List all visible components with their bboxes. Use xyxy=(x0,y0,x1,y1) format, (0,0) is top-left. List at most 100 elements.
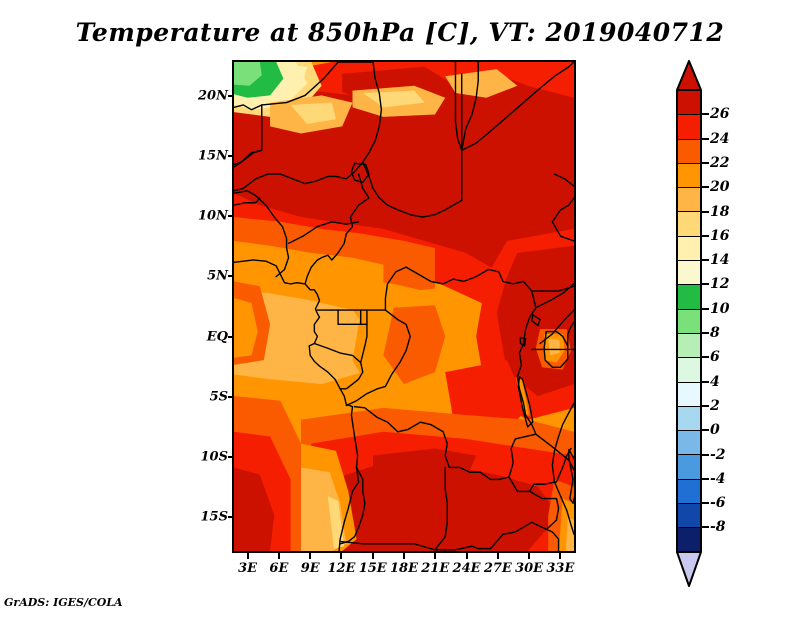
temperature-band xyxy=(327,496,345,549)
colorbar-label: 10 xyxy=(710,300,730,317)
x-axis-label: 21E xyxy=(421,561,450,576)
colorbar-band xyxy=(676,187,702,212)
colorbar-label: 8 xyxy=(710,325,720,341)
x-axis-tick xyxy=(277,553,280,559)
colorbar-tick xyxy=(702,502,709,505)
temperature-band xyxy=(362,90,425,108)
map-boundary-line xyxy=(519,336,527,347)
temperature-band xyxy=(234,298,258,358)
y-axis-label: 15S xyxy=(200,509,228,525)
map-boundary-line xyxy=(234,190,290,278)
colorbar-label: 14 xyxy=(710,252,730,269)
colorbar-tick xyxy=(702,380,709,383)
map-boundary-line xyxy=(362,161,463,218)
x-axis-label: 18E xyxy=(390,561,418,576)
colorbar-tick xyxy=(702,210,709,213)
colorbar-label: 4 xyxy=(710,373,720,390)
map-boundary-line xyxy=(234,259,360,551)
colorbar-label: -4 xyxy=(710,470,726,487)
y-axis-tick xyxy=(228,155,234,158)
map-boundary-line xyxy=(454,62,463,151)
y-axis-label: 5N xyxy=(207,268,228,284)
colorbar-band xyxy=(676,503,702,528)
map-boundary-line xyxy=(234,104,263,111)
x-axis-tick xyxy=(465,553,468,559)
y-axis-tick xyxy=(228,95,234,98)
map-boundary-line xyxy=(568,448,574,504)
colorbar-arrow-bottom-icon xyxy=(676,550,702,587)
y-axis-label: 20N xyxy=(198,88,228,104)
colorbar-label: 24 xyxy=(710,130,730,147)
colorbar-tick xyxy=(702,137,709,140)
map-boundary-line xyxy=(551,402,574,536)
map-boundary-line xyxy=(313,342,364,390)
temperature-band xyxy=(234,62,262,86)
x-axis-tick xyxy=(434,553,437,559)
colorbar-band xyxy=(676,211,702,236)
colorbar-label: 26 xyxy=(710,106,730,123)
x-axis-tick xyxy=(309,553,312,559)
colorbar-label: 0 xyxy=(710,422,720,439)
y-axis-tick xyxy=(228,395,234,398)
colorbar-label: 22 xyxy=(710,154,730,171)
map-boundary-line xyxy=(567,321,574,351)
map-boundary-line xyxy=(481,521,560,551)
y-axis: 20N 15N 10N 5N EQ 5S 10S 15S xyxy=(180,60,234,553)
x-axis-label: 3E xyxy=(238,561,258,576)
colorbar-band xyxy=(676,405,702,431)
colorbar-label: 20 xyxy=(710,179,730,196)
y-axis-label: EQ xyxy=(206,329,228,345)
temperature-band xyxy=(331,462,559,551)
y-axis-label: 5S xyxy=(209,389,228,405)
colorbar-band xyxy=(676,357,702,382)
map-boundary-line xyxy=(434,466,448,551)
map-boundary-line xyxy=(234,161,364,192)
map-boundary-line xyxy=(384,266,504,311)
map-boundary-line xyxy=(529,447,572,493)
y-axis-tick xyxy=(228,515,234,518)
colorbar-tick xyxy=(702,526,709,529)
y-axis-label: 10S xyxy=(200,449,228,465)
y-axis-tick xyxy=(228,215,234,218)
x-axis-label: 9E xyxy=(300,561,320,576)
map-boundary-line xyxy=(339,540,436,551)
colorbar-tick xyxy=(702,404,709,407)
colorbar-band xyxy=(676,478,702,504)
colorbar-band xyxy=(676,381,702,406)
colorbar-label: 16 xyxy=(710,227,730,244)
temperature-field xyxy=(234,62,574,551)
colorbar-band xyxy=(676,162,702,188)
colorbar-band xyxy=(676,430,702,455)
colorbar-tick xyxy=(702,259,709,262)
colorbar: 26 24 22 20 18 16 14 12 10 8 6 4 2 0 -2 -4 -6 -8 xyxy=(666,60,786,587)
map-boundary-line xyxy=(345,309,411,407)
x-axis: 3E 6E 9E 12E 15E 18E 21E 24E 27E 30E 33E xyxy=(232,553,576,583)
y-axis-tick xyxy=(228,455,234,458)
colorbar-band xyxy=(676,527,702,552)
colorbar-label: 18 xyxy=(710,203,730,220)
x-axis-label: 30E xyxy=(515,561,544,576)
map-boundary-line xyxy=(362,62,383,163)
x-axis-tick xyxy=(371,553,374,559)
map-boundary-line xyxy=(234,197,261,206)
colorbar-tick xyxy=(702,283,709,286)
map-boundary-line xyxy=(553,173,574,187)
colorbar-label: 6 xyxy=(710,349,720,366)
colorbar-band xyxy=(676,260,702,285)
y-axis-tick xyxy=(228,275,234,278)
colorbar-tick xyxy=(702,161,709,164)
colorbar-tick xyxy=(702,113,709,116)
colorbar-tick xyxy=(702,356,709,359)
x-axis-label: 24E xyxy=(452,561,481,576)
x-axis-tick xyxy=(246,553,249,559)
colorbar-label: 2 xyxy=(710,397,720,414)
x-axis-tick xyxy=(403,553,405,559)
y-axis-label: 15N xyxy=(198,148,228,164)
colorbar-band xyxy=(676,235,702,261)
colorbar-arrow-top-icon xyxy=(676,60,702,91)
colorbar-tick xyxy=(702,453,709,456)
map-boundary-line xyxy=(261,62,339,106)
map-boundary-line xyxy=(304,173,370,285)
map-boundary-line xyxy=(539,309,574,345)
